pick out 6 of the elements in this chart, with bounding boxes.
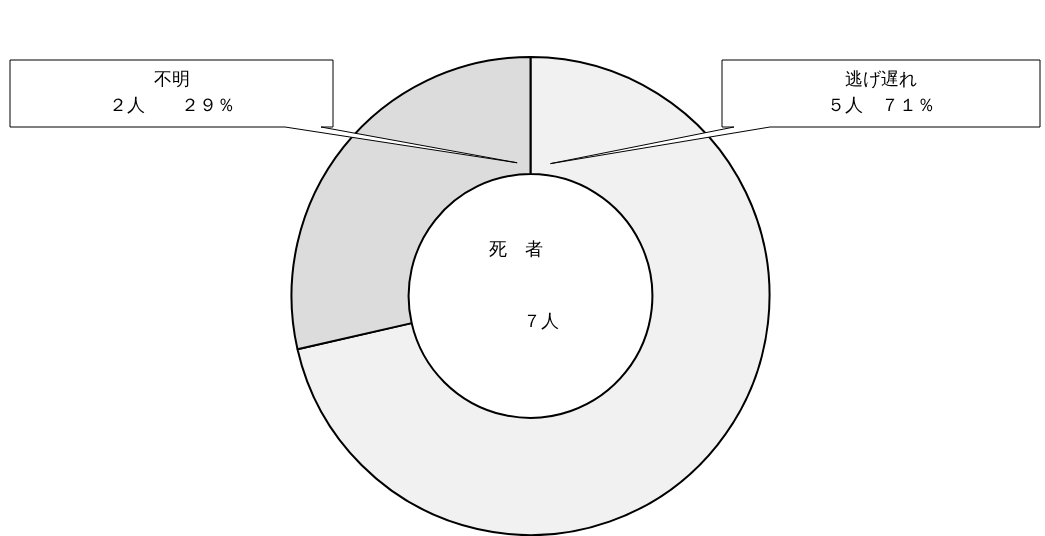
slice-label: 不明: [153, 67, 190, 89]
data-label: ５人 ７１％: [827, 93, 935, 115]
text: 死 者: [488, 237, 543, 259]
slice-label: 逃げ遅れ: [845, 67, 917, 89]
data-label: ２人 ２９％: [108, 93, 235, 115]
text: ７人: [522, 309, 559, 331]
